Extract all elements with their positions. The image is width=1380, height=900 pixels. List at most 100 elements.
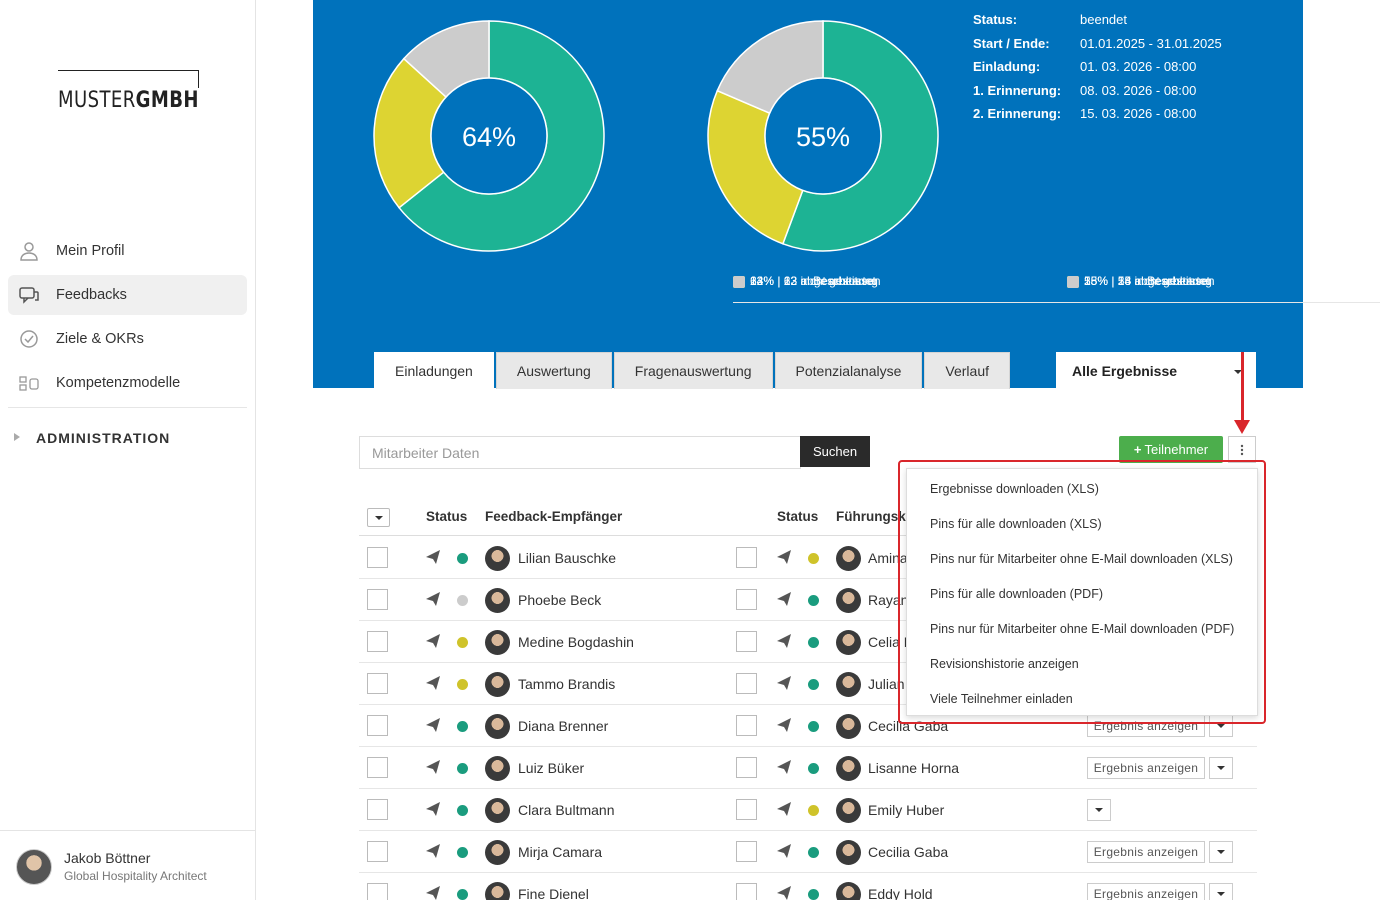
- recipient-name[interactable]: Medine Bogdashin: [518, 634, 634, 650]
- recipient-name[interactable]: Tammo Brandis: [518, 676, 616, 692]
- row-checkbox[interactable]: [736, 547, 757, 568]
- send-icon[interactable]: [425, 675, 441, 691]
- row-checkbox[interactable]: [367, 673, 388, 694]
- row-actions-dropdown[interactable]: [1209, 841, 1233, 863]
- row-checkbox[interactable]: [367, 799, 388, 820]
- send-icon[interactable]: [425, 801, 441, 817]
- send-icon[interactable]: [425, 885, 441, 900]
- row-checkbox[interactable]: [367, 841, 388, 862]
- send-icon[interactable]: [776, 885, 792, 900]
- sidebar-item-label: ADMINISTRATION: [36, 430, 171, 446]
- row-checkbox[interactable]: [736, 631, 757, 652]
- send-icon[interactable]: [425, 759, 441, 775]
- menu-item-revision-history[interactable]: Revisionshistorie anzeigen: [930, 656, 1079, 671]
- company-logo[interactable]: MUSTERGMBH: [58, 70, 203, 113]
- search-button[interactable]: Suchen: [800, 436, 870, 467]
- status-indicator: [808, 763, 819, 774]
- avatar: [485, 630, 510, 655]
- select-all-dropdown[interactable]: [367, 508, 390, 527]
- search-input[interactable]: Mitarbeiter Daten: [359, 436, 801, 469]
- leader-name[interactable]: Lisanne Horna: [868, 760, 960, 776]
- show-result-button[interactable]: Ergebnis anzeigen: [1087, 883, 1205, 900]
- avatar: [485, 672, 510, 697]
- user-profile[interactable]: Jakob Böttner Global Hospitality Archite…: [0, 830, 256, 900]
- leader-name[interactable]: Amina: [868, 550, 908, 566]
- info-row: 1. Erinnerung: 08. 03. 2026 - 08:00: [973, 79, 1222, 103]
- tab-bar: Einladungen Auswertung Fragenauswertung …: [374, 352, 1012, 389]
- row-checkbox[interactable]: [367, 547, 388, 568]
- leader-name[interactable]: Celia M: [868, 634, 916, 650]
- leader-name[interactable]: Julian S: [868, 676, 918, 692]
- send-icon[interactable]: [776, 549, 792, 565]
- menu-item-download-pins-no-email-xls[interactable]: Pins nur für Mitarbeiter ohne E-Mail dow…: [930, 551, 1233, 566]
- send-icon[interactable]: [776, 759, 792, 775]
- menu-item-download-pins-all-xls[interactable]: Pins für alle downloaden (XLS): [930, 516, 1102, 531]
- leader-name[interactable]: Emily Huber: [868, 802, 945, 818]
- row-checkbox[interactable]: [736, 673, 757, 694]
- row-actions-dropdown[interactable]: [1209, 757, 1233, 779]
- tab-verlauf[interactable]: Verlauf: [924, 352, 1010, 389]
- row-checkbox[interactable]: [736, 589, 757, 610]
- show-result-button[interactable]: Ergebnis anzeigen: [1087, 841, 1205, 863]
- info-row: 2. Erinnerung: 15. 03. 2026 - 08:00: [973, 102, 1222, 126]
- add-participant-button[interactable]: + Teilnehmer: [1119, 436, 1223, 463]
- row-checkbox[interactable]: [367, 715, 388, 736]
- recipient-name[interactable]: Clara Bultmann: [518, 802, 615, 818]
- row-checkbox[interactable]: [367, 883, 388, 900]
- tab-potenzialanalyse[interactable]: Potenzialanalyse: [774, 352, 923, 389]
- send-icon[interactable]: [776, 591, 792, 607]
- show-result-button[interactable]: Ergebnis anzeigen: [1087, 757, 1205, 779]
- row-checkbox[interactable]: [367, 589, 388, 610]
- status-indicator: [808, 595, 819, 606]
- tab-fragenauswertung[interactable]: Fragenauswertung: [613, 352, 773, 389]
- send-icon[interactable]: [776, 801, 792, 817]
- row-actions-dropdown[interactable]: [1209, 883, 1233, 900]
- row-checkbox[interactable]: [736, 715, 757, 736]
- sidebar-item-feedbacks[interactable]: Feedbacks: [8, 275, 247, 315]
- recipient-name[interactable]: Luiz Büker: [518, 760, 585, 776]
- leader-name[interactable]: Eddy Hold: [868, 886, 933, 900]
- menu-item-download-pins-no-email-pdf[interactable]: Pins nur für Mitarbeiter ohne E-Mail dow…: [930, 621, 1235, 636]
- leader-name[interactable]: Cecilia Gaba: [868, 844, 949, 860]
- sidebar-item-administration[interactable]: ADMINISTRATION: [8, 416, 247, 460]
- row-checkbox[interactable]: [736, 841, 757, 862]
- row-checkbox[interactable]: [367, 631, 388, 652]
- sidebar-item-ziele-okrs[interactable]: Ziele & OKRs: [8, 319, 247, 359]
- sidebar: MUSTERGMBH Mein Profil Feedbacks Ziele &…: [0, 0, 256, 900]
- menu-item-download-pins-all-pdf[interactable]: Pins für alle downloaden (PDF): [930, 586, 1103, 601]
- options-menu: Ergebnisse downloaden (XLS) Pins für all…: [906, 468, 1258, 716]
- send-icon[interactable]: [776, 843, 792, 859]
- row-checkbox[interactable]: [736, 883, 757, 900]
- avatar: [485, 882, 510, 900]
- recipient-name[interactable]: Lilian Bauschke: [518, 550, 617, 566]
- status-indicator: [457, 679, 468, 690]
- recipient-name[interactable]: Diana Brenner: [518, 718, 609, 734]
- send-icon[interactable]: [776, 717, 792, 733]
- recipient-name[interactable]: Fine Dienel: [518, 886, 589, 900]
- menu-item-invite-many[interactable]: Viele Teilnehmer einladen: [930, 691, 1073, 706]
- recipient-name[interactable]: Phoebe Beck: [518, 592, 602, 608]
- send-icon[interactable]: [425, 843, 441, 859]
- recipient-name[interactable]: Mirja Camara: [518, 844, 603, 860]
- row-checkbox[interactable]: [367, 757, 388, 778]
- donut-center-label: 64%: [462, 122, 516, 152]
- sidebar-item-kompetenzmodelle[interactable]: Kompetenzmodelle: [8, 363, 247, 403]
- send-icon[interactable]: [776, 633, 792, 649]
- send-icon[interactable]: [425, 633, 441, 649]
- more-options-button[interactable]: [1228, 436, 1256, 463]
- menu-item-download-results-xls[interactable]: Ergebnisse downloaden (XLS): [930, 481, 1099, 496]
- status-indicator: [457, 553, 468, 564]
- send-icon[interactable]: [425, 591, 441, 607]
- row-checkbox[interactable]: [736, 799, 757, 820]
- send-icon[interactable]: [425, 549, 441, 565]
- tab-auswertung[interactable]: Auswertung: [495, 352, 612, 389]
- tab-einladungen[interactable]: Einladungen: [374, 352, 494, 389]
- sidebar-item-mein-profil[interactable]: Mein Profil: [8, 231, 247, 271]
- donut-hole: [430, 77, 548, 195]
- send-icon[interactable]: [776, 675, 792, 691]
- results-filter-select[interactable]: Alle Ergebnisse: [1056, 352, 1256, 389]
- row-checkbox[interactable]: [736, 757, 757, 778]
- row-actions-dropdown[interactable]: [1087, 799, 1111, 821]
- legend-swatch: [733, 275, 745, 288]
- send-icon[interactable]: [425, 717, 441, 733]
